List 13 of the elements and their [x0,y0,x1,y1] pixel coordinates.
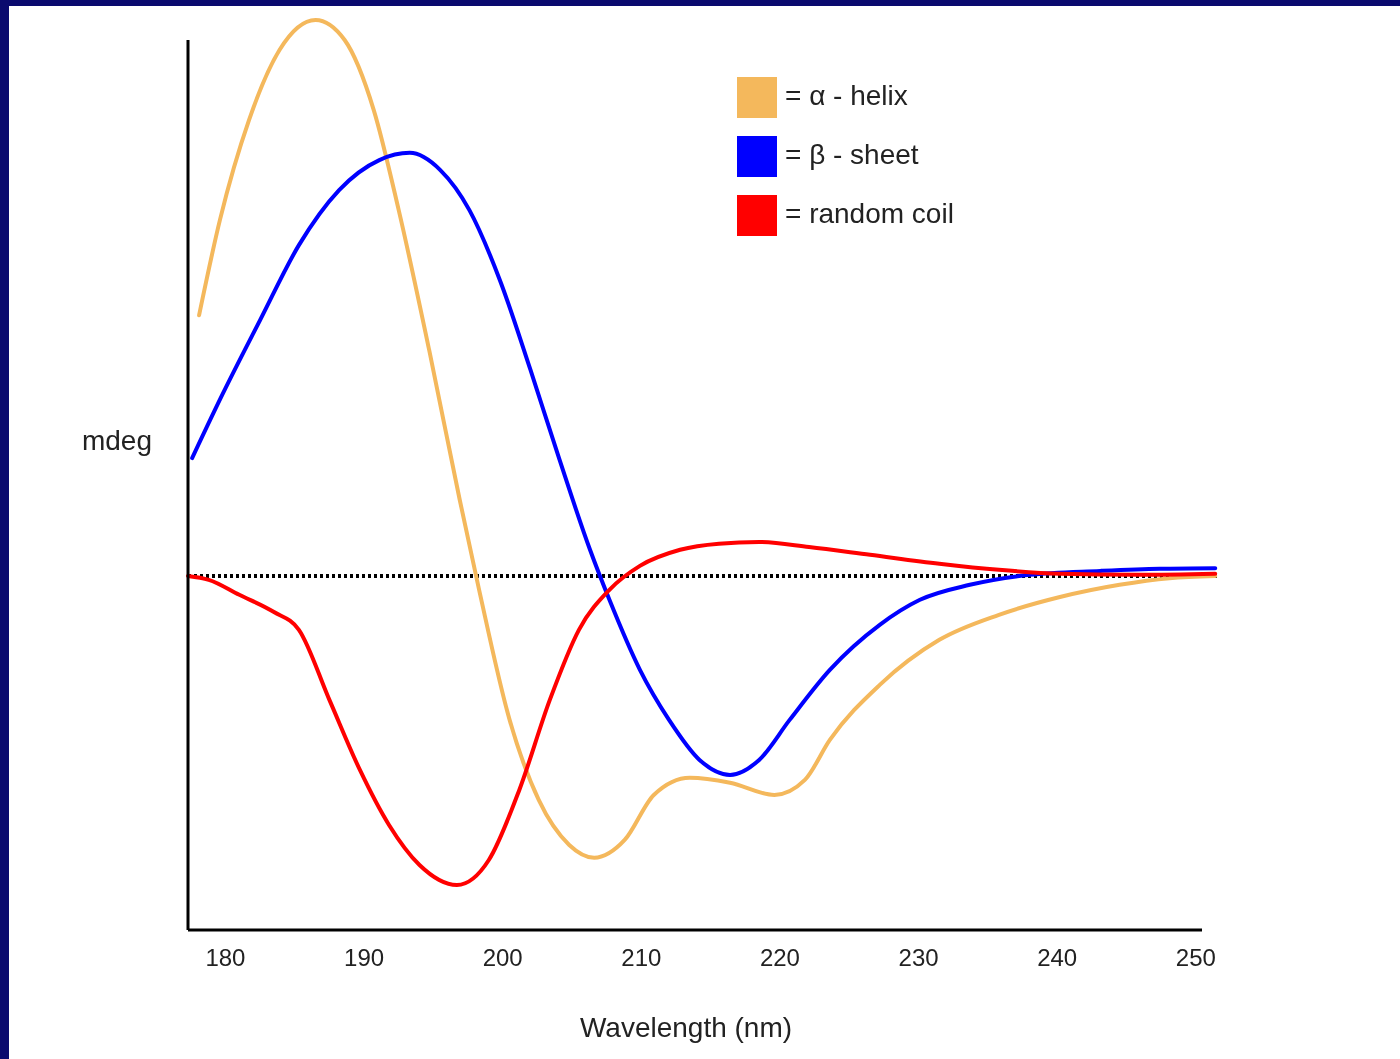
x-tick-label: 210 [621,944,662,971]
x-axis-title: Wavelength (nm) [579,1012,793,1043]
y-axis-title: mdeg [81,425,153,456]
legend-label: = random coil [785,198,954,229]
x-tick-label: 220 [759,944,800,971]
x-tick-label: 230 [898,944,939,971]
x-tick-label: 190 [344,944,385,971]
legend-label: = α - helix [785,80,908,111]
x-tick-label: 240 [1037,944,1078,971]
x-tick-label: 250 [1175,944,1216,971]
x-tick-label: 200 [482,944,523,971]
legend-label: = β - sheet [785,139,919,170]
x-tick-label: 180 [205,944,246,971]
